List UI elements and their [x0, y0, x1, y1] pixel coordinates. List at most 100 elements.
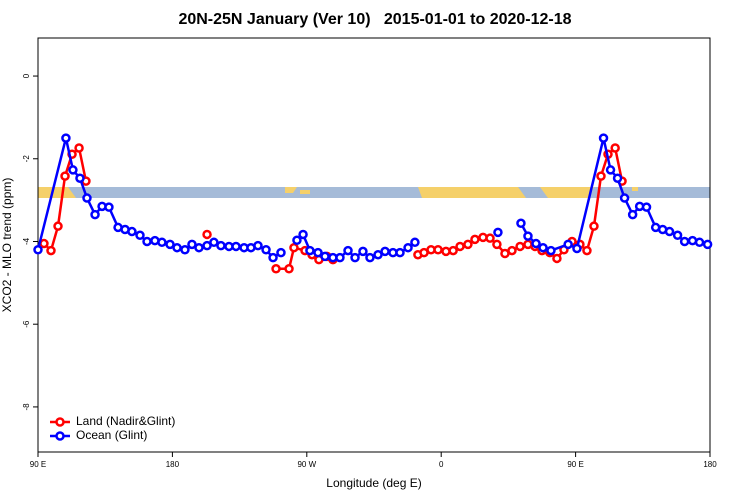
map-strip [38, 187, 710, 198]
y-tick-label: -2 [22, 155, 31, 163]
data-point [627, 209, 638, 220]
data-point [516, 218, 526, 229]
data-point [598, 133, 609, 143]
data-point [335, 252, 345, 263]
data-point [165, 239, 175, 250]
data-point [268, 252, 278, 263]
data-point [589, 221, 599, 231]
data-point [596, 171, 606, 181]
y-tick-label: 0 [22, 73, 31, 78]
data-point [373, 249, 383, 260]
y-tick-label: -4 [22, 237, 31, 245]
data-point [441, 246, 451, 257]
data-point [612, 173, 623, 183]
data-point [433, 245, 443, 255]
data-point [380, 246, 390, 257]
legend-label: Ocean (Glint) [76, 428, 147, 442]
data-point [180, 245, 190, 255]
data-point [395, 247, 405, 258]
data-point [664, 226, 675, 237]
data-point [60, 171, 70, 181]
data-point [410, 237, 420, 248]
data-point [641, 202, 652, 212]
data-point [313, 247, 323, 258]
data-point [619, 193, 630, 203]
data-point [53, 221, 63, 231]
data-point [563, 239, 573, 250]
data-point [289, 242, 299, 253]
data-point [582, 245, 592, 256]
data-point [507, 245, 517, 256]
data-point [284, 264, 294, 274]
data-point [187, 239, 197, 250]
data-point [271, 264, 281, 274]
x-tick-label: 180 [703, 460, 717, 469]
data-point [320, 251, 330, 262]
data-point [127, 226, 137, 237]
chart-title: 20N-25N January (Ver 10) 2015-01-01 to 2… [178, 11, 571, 28]
data-point [538, 242, 548, 253]
data-point [493, 227, 503, 238]
x-tick-label: 90 E [30, 460, 46, 469]
x-tick-label: 90 W [297, 460, 316, 469]
data-point [104, 202, 114, 212]
data-point [605, 165, 616, 175]
data-point [231, 241, 241, 252]
data-point [298, 229, 308, 240]
data-point [157, 237, 167, 248]
data-point [455, 241, 465, 252]
data-point [142, 236, 152, 247]
data-point [68, 165, 78, 175]
data-point [74, 143, 84, 153]
data-point [216, 240, 226, 251]
data-point [135, 230, 145, 241]
data-point [209, 237, 219, 248]
x-tick-label: 90 E [567, 460, 583, 469]
data-point [46, 245, 56, 256]
data-point [515, 241, 525, 252]
data-point [523, 231, 533, 241]
ocean-strip [38, 187, 710, 198]
data-point [358, 246, 368, 257]
data-point [172, 242, 182, 253]
data-point [403, 242, 413, 253]
data-point [470, 234, 480, 245]
data-point [694, 237, 705, 248]
data-point [350, 252, 360, 263]
data-point [253, 240, 263, 251]
data-point [610, 143, 620, 153]
data-point [672, 230, 683, 241]
data-point [276, 247, 286, 258]
data-point [82, 193, 92, 203]
data-point [75, 173, 85, 183]
data-point [343, 245, 353, 256]
data-point [679, 236, 690, 247]
data-point [194, 242, 204, 253]
data-point [261, 245, 271, 255]
data-point [546, 245, 556, 256]
data-point [552, 253, 562, 264]
data-point [572, 243, 582, 254]
legend-marker [55, 417, 65, 427]
y-tick-label: -8 [22, 403, 31, 411]
legend-marker [55, 431, 65, 441]
x-tick-label: 0 [439, 460, 444, 469]
data-point [463, 239, 473, 250]
data-point [33, 245, 43, 255]
data-point [202, 229, 212, 240]
data-point [365, 252, 375, 263]
data-point [531, 238, 541, 249]
data-point [90, 209, 100, 220]
data-point [485, 233, 495, 243]
data-point [448, 245, 458, 256]
y-axis-label: XCO2 - MLO trend (ppm) [0, 178, 14, 313]
data-point [492, 239, 502, 250]
legend-label: Land (Nadir&Glint) [76, 414, 175, 428]
data-point [39, 238, 49, 249]
plot-frame [37, 37, 711, 453]
y-tick-label: -6 [22, 320, 31, 328]
data-point [702, 239, 713, 250]
x-tick-label: 180 [166, 460, 180, 469]
data-point [305, 245, 315, 256]
